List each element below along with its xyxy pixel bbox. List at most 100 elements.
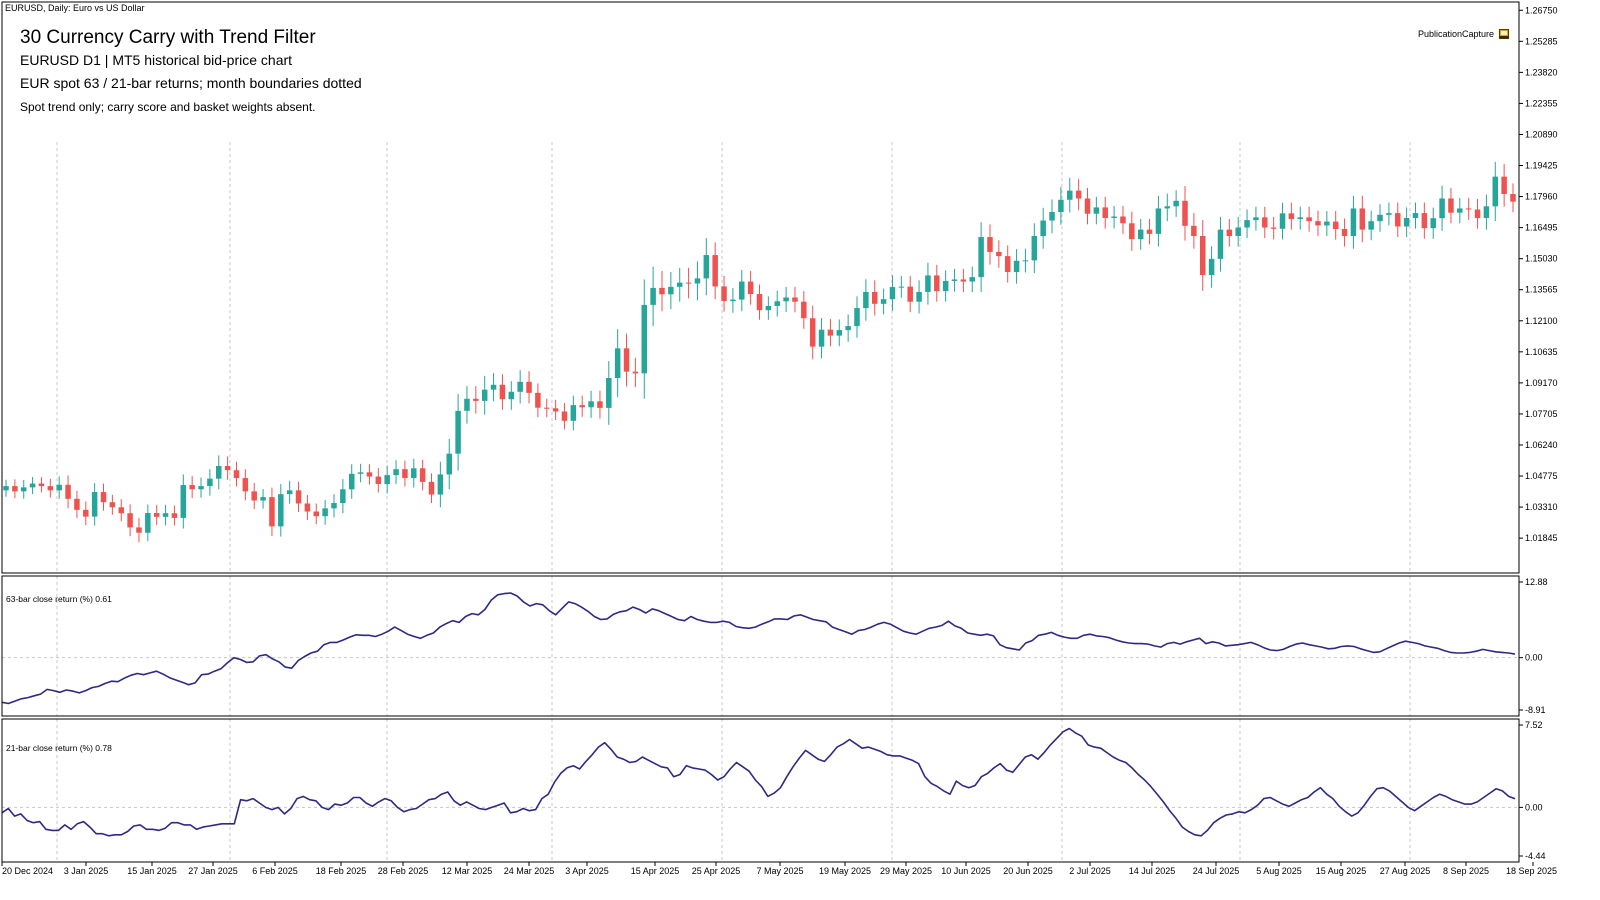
candle-body (47, 486, 54, 491)
time-tick-label: 3 Apr 2025 (565, 866, 609, 876)
candle-body (1226, 229, 1233, 236)
candle-body (765, 305, 772, 311)
candle-body (1377, 214, 1383, 222)
candle-body (1403, 217, 1410, 227)
candle-body (916, 291, 922, 302)
candle-body (29, 483, 36, 488)
candle-body (455, 410, 461, 454)
price-tick-label: 1.12100 (1525, 316, 1558, 326)
time-tick-label: 7 May 2025 (756, 866, 803, 876)
candle-body (845, 326, 851, 331)
candle-body (402, 469, 408, 479)
price-tick-label: 1.13565 (1525, 285, 1558, 295)
candle-body (1058, 199, 1064, 213)
price-tick-label: 1.01845 (1525, 533, 1558, 543)
candle-body (473, 398, 479, 401)
price-tick-label: 1.23820 (1525, 67, 1558, 77)
candle-body (1067, 190, 1073, 200)
candle-body (739, 281, 745, 300)
indicator-21-label: 21-bar close return (%) 0.78 (6, 743, 112, 753)
candle-body (561, 411, 568, 421)
candle-body (286, 490, 293, 495)
price-tick-label: 1.16495 (1525, 223, 1558, 233)
candle-body (1430, 218, 1436, 229)
candle-body (747, 281, 754, 295)
indicator-tick-label: 12.88 (1525, 577, 1548, 587)
candle-body (756, 294, 763, 311)
candle-body (650, 287, 656, 305)
candle-body (934, 275, 940, 292)
candle-body (730, 299, 736, 302)
candle-body (588, 401, 594, 408)
candle-body (854, 308, 860, 327)
candle-body (526, 381, 532, 393)
candle-body (508, 391, 515, 400)
candle-body (1253, 217, 1259, 221)
main-month-grid (56, 142, 1411, 862)
time-tick-label: 24 Mar 2025 (504, 866, 555, 876)
candle-body (65, 484, 71, 499)
candle-body (1395, 213, 1401, 227)
candle-body (269, 497, 275, 527)
candle-body (1137, 229, 1144, 240)
candle-body (198, 486, 204, 490)
price-tick-label: 1.20890 (1525, 129, 1558, 139)
candle-body (1235, 227, 1241, 236)
candle-body (801, 301, 807, 319)
candle-body (1439, 198, 1445, 219)
candle-body (668, 286, 674, 295)
candle-body (1288, 213, 1295, 220)
candle-body (428, 481, 435, 495)
candle-body (597, 401, 603, 408)
candle-body (1129, 223, 1135, 240)
candle-body (207, 478, 213, 487)
candle-body (56, 484, 62, 491)
candle-body (91, 492, 98, 517)
candle-body (83, 509, 89, 517)
candle-body (535, 392, 541, 408)
candle-body (1102, 207, 1108, 218)
panel-frame (1, 575, 1520, 717)
time-tick-label: 20 Dec 2024 (2, 866, 53, 876)
time-tick-label: 5 Aug 2025 (1256, 866, 1302, 876)
time-tick-label: 18 Sep 2025 (1506, 866, 1557, 876)
candle-body (1040, 220, 1046, 236)
time-tick-label: 6 Feb 2025 (252, 866, 298, 876)
candle-body (1093, 207, 1100, 214)
candle-body (481, 389, 488, 401)
candlestick-series (3, 161, 1516, 543)
candle-body (189, 485, 195, 490)
candle-body (464, 398, 470, 411)
candle-body (1368, 221, 1374, 230)
candle-body (3, 486, 9, 491)
candle-body (1111, 216, 1117, 218)
time-tick-label: 3 Jan 2025 (64, 866, 109, 876)
candle-body (1155, 208, 1162, 234)
candle-body (783, 297, 789, 302)
time-tick-label: 27 Jan 2025 (188, 866, 238, 876)
candle-body (907, 286, 913, 302)
return-21-panel: 7.52 0.00 -4.44 (1, 720, 1546, 861)
candle-body (712, 255, 718, 287)
time-tick-label: 15 Aug 2025 (1316, 866, 1367, 876)
candle-body (411, 468, 417, 479)
candle-body (446, 453, 452, 475)
candle-body (375, 476, 382, 484)
price-tick-label: 1.26750 (1525, 5, 1558, 15)
candle-body (295, 490, 302, 504)
capture-icon[interactable] (1499, 29, 1509, 39)
return-line (1, 727, 1516, 837)
candle-body (614, 348, 621, 379)
candle-body (38, 483, 45, 487)
candle-body (1510, 194, 1516, 202)
candle-body (827, 329, 834, 336)
candle-body (1084, 198, 1091, 214)
candle-body (792, 297, 798, 302)
price-tick-label: 1.07705 (1525, 409, 1558, 419)
candle-body (1412, 213, 1419, 218)
candle-body (153, 513, 160, 517)
candle-body (490, 384, 497, 390)
candle-body (517, 381, 523, 392)
time-tick-label: 14 Jul 2025 (1129, 866, 1176, 876)
indicator-tick-label: -4.44 (1525, 851, 1546, 861)
